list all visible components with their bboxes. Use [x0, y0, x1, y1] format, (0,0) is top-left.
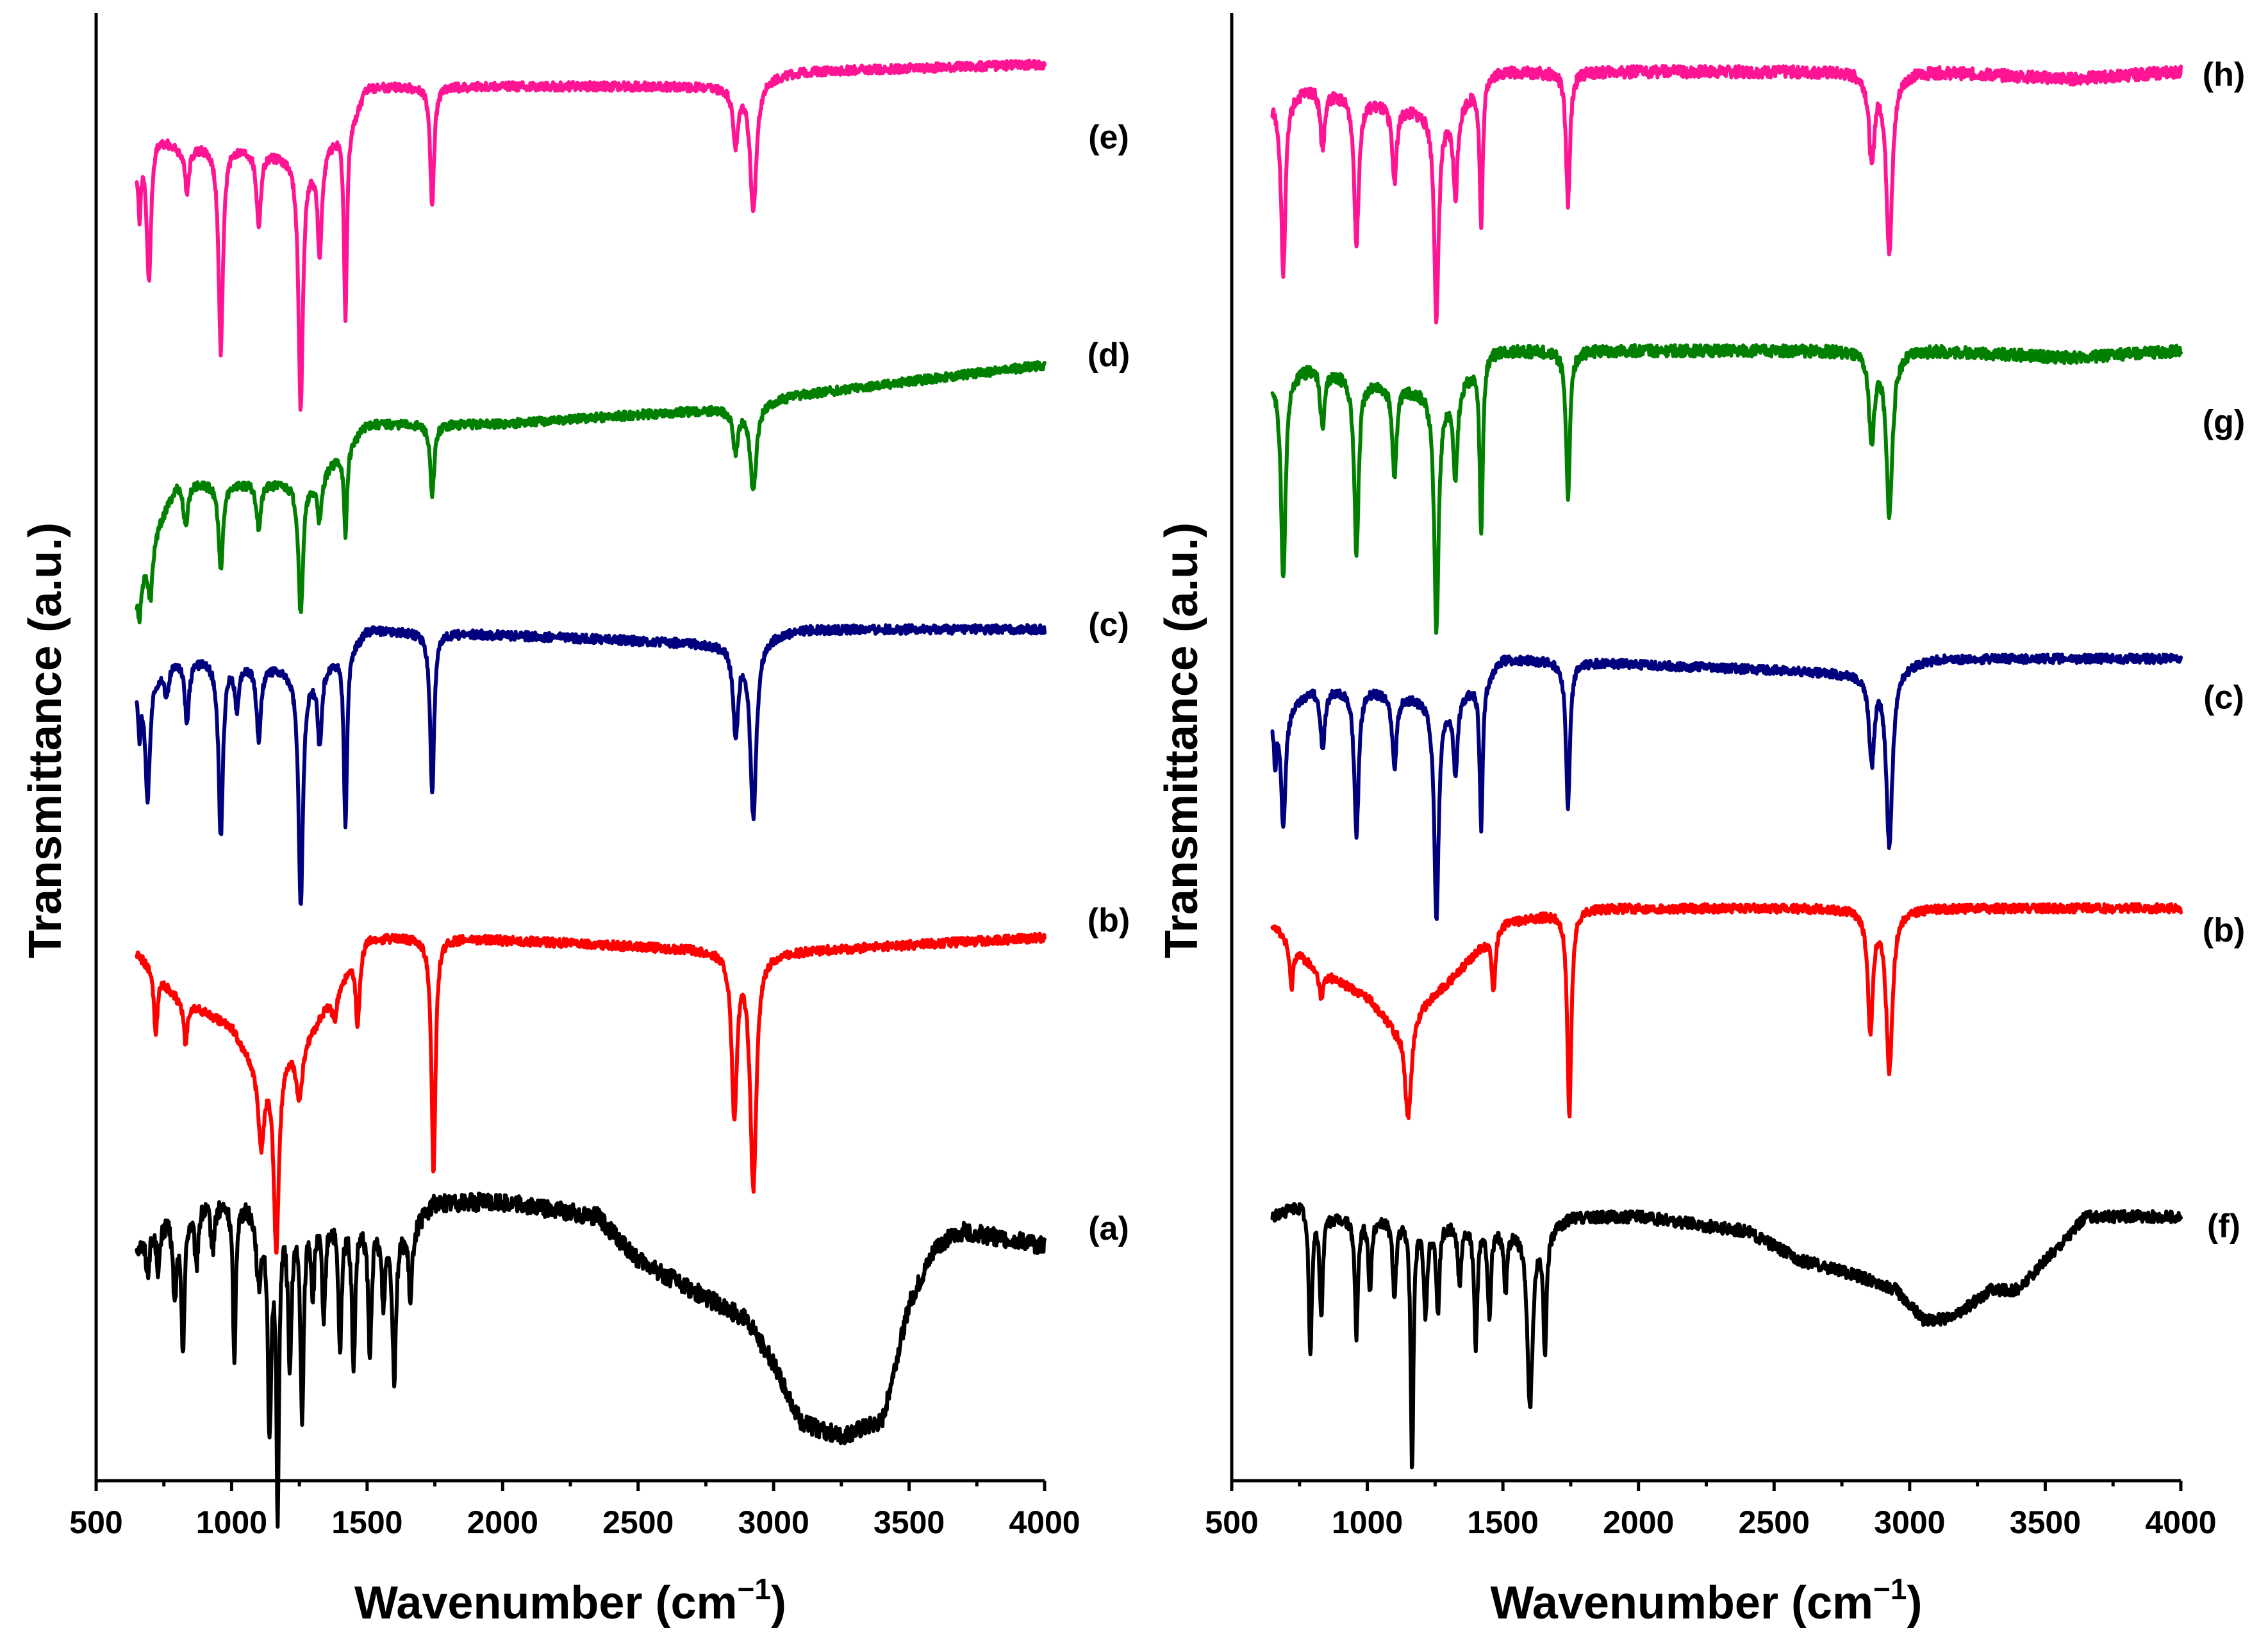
y-axis-title: Transmittance (a.u.) — [1156, 522, 1207, 958]
x-tick-label: 500 — [69, 1504, 122, 1540]
x-tick-label: 4000 — [2145, 1504, 2216, 1540]
curve-label-b: (b) — [2203, 912, 2245, 949]
x-tick-label: 2000 — [467, 1504, 538, 1540]
x-tick-label: 1000 — [196, 1504, 267, 1540]
y-axis-title: Transmittance (a.u.) — [20, 522, 71, 958]
x-axis-title: Wavenumber (cm−1) — [354, 1572, 786, 1629]
x-tick-label: 3000 — [1874, 1504, 1945, 1540]
left-panel: 500 1000 1500 2000 2500 3000 3500 4000 Wavenumbe… — [20, 13, 1130, 1629]
curve-label-f: (f) — [2207, 1208, 2240, 1245]
x-tick-label: 2500 — [602, 1504, 674, 1540]
curve-label-d: (d) — [1088, 337, 1130, 374]
series-line-b — [135, 931, 1047, 1255]
series-line-d — [135, 360, 1047, 625]
x-tick-label: 3500 — [873, 1504, 945, 1540]
series-line-e — [135, 58, 1047, 412]
curve-label-a: (a) — [1088, 1210, 1129, 1247]
series-line-a — [135, 1192, 1047, 1529]
series-line-c — [135, 623, 1047, 906]
series-line-c — [1270, 652, 2183, 921]
curve-label-c: (c) — [1088, 606, 1129, 644]
series-line-b — [1270, 902, 2183, 1120]
curve-label-e: (e) — [1088, 119, 1129, 156]
x-tick-label: 2000 — [1603, 1504, 1674, 1540]
x-tick-label: 4000 — [1009, 1504, 1080, 1540]
series-line-f — [1270, 1202, 2183, 1470]
curve-label-g: (g) — [2203, 403, 2245, 440]
x-tick-label: 1500 — [331, 1504, 402, 1540]
series-line-h — [1270, 63, 2183, 325]
x-tick-label: 1500 — [1468, 1504, 1539, 1540]
right-panel: 500 1000 1500 2000 2500 3000 3500 4000 Wavenumbe… — [1156, 13, 2245, 1629]
x-axis-title: Wavenumber (cm−1) — [1491, 1572, 1923, 1629]
x-tick-label: 500 — [1205, 1504, 1258, 1540]
series-line-g — [1270, 343, 2183, 635]
curve-label-h: (h) — [2203, 56, 2245, 94]
x-tick-label: 3500 — [2010, 1504, 2081, 1540]
curve-label-c: (c) — [2203, 679, 2244, 716]
x-tick-label: 1000 — [1332, 1504, 1403, 1540]
x-tick-label: 2500 — [1739, 1504, 1810, 1540]
x-tick-label: 3000 — [738, 1504, 809, 1540]
curve-label-b: (b) — [1088, 902, 1130, 939]
